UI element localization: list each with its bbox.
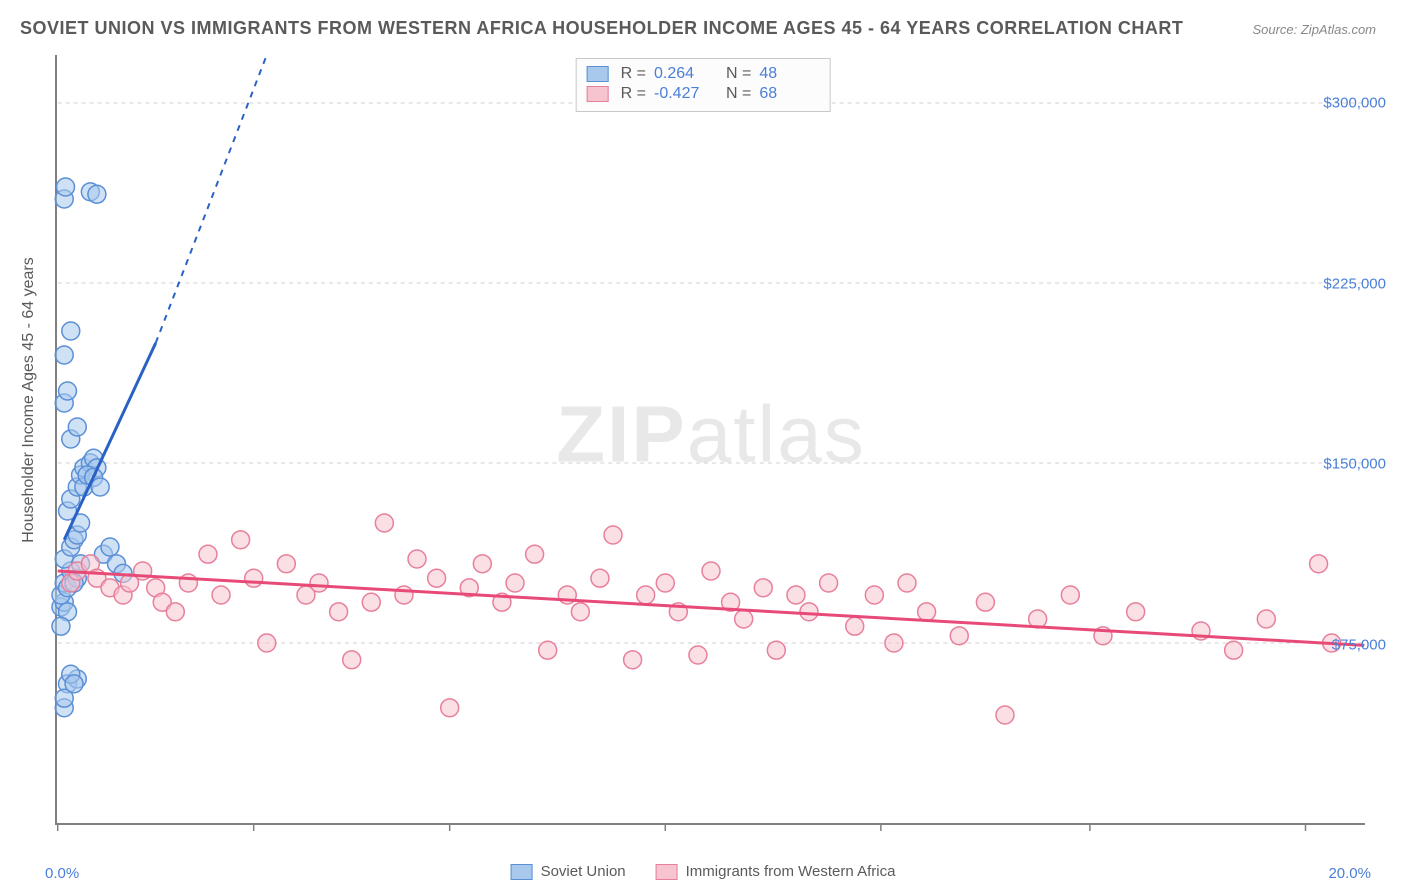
bottom-legend-item-1: Soviet Union	[511, 863, 626, 880]
y-tick-label: $75,000	[1332, 636, 1386, 653]
bottom-legend-item-2: Immigrants from Western Africa	[656, 863, 896, 880]
n-value-1: 48	[759, 65, 819, 83]
n-value-2: 68	[759, 85, 819, 103]
plot-svg	[57, 55, 1365, 823]
bottom-swatch-1	[511, 864, 533, 880]
bottom-legend: Soviet Union Immigrants from Western Afr…	[511, 863, 896, 880]
r-label-1: R =	[621, 65, 646, 83]
bottom-legend-label-2: Immigrants from Western Africa	[686, 863, 896, 880]
legend-stats-row-1: R = 0.264 N = 48	[587, 65, 820, 83]
bottom-legend-label-1: Soviet Union	[541, 863, 626, 880]
n-label-2: N =	[726, 85, 751, 103]
r-label-2: R =	[621, 85, 646, 103]
y-tick-label: $225,000	[1323, 275, 1386, 292]
y-axis-label: Householder Income Ages 45 - 64 years	[20, 257, 38, 543]
plot-area: ZIPatlas	[55, 55, 1365, 825]
legend-swatch-1	[587, 66, 609, 82]
chart-title: SOVIET UNION VS IMMIGRANTS FROM WESTERN …	[20, 18, 1183, 39]
r-value-2: -0.427	[654, 85, 714, 103]
r-value-1: 0.264	[654, 65, 714, 83]
legend-stats-row-2: R = -0.427 N = 68	[587, 85, 820, 103]
x-axis-max-label: 20.0%	[1328, 865, 1371, 882]
correlation-chart: SOVIET UNION VS IMMIGRANTS FROM WESTERN …	[0, 0, 1406, 892]
x-axis-min-label: 0.0%	[45, 865, 79, 882]
chart-source: Source: ZipAtlas.com	[1252, 22, 1376, 37]
legend-stats-box: R = 0.264 N = 48 R = -0.427 N = 68	[576, 58, 831, 112]
y-tick-label: $150,000	[1323, 456, 1386, 473]
n-label-1: N =	[726, 65, 751, 83]
bottom-swatch-2	[656, 864, 678, 880]
y-tick-label: $300,000	[1323, 95, 1386, 112]
legend-swatch-2	[587, 86, 609, 102]
